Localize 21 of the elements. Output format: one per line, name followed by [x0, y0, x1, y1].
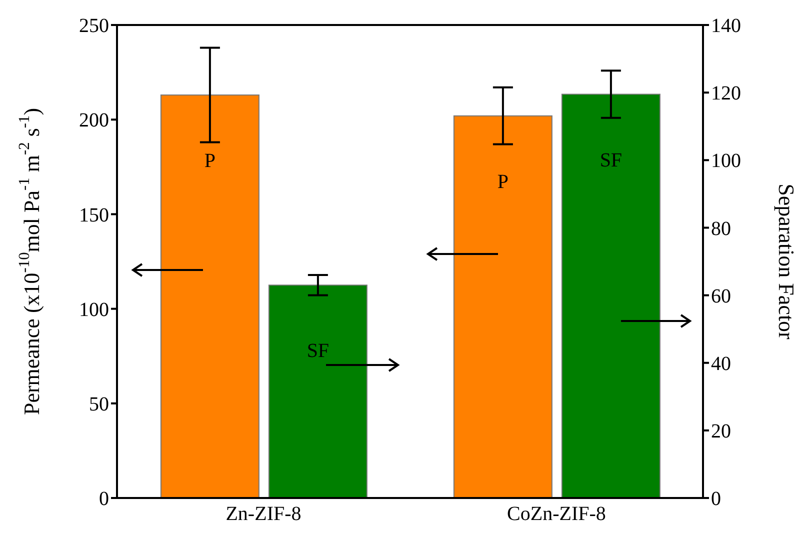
- y-tick-label: 0: [99, 488, 109, 510]
- y2-tick-label: 100: [711, 150, 741, 172]
- y2-tick-label: 140: [711, 15, 741, 38]
- y-tick-label: 200: [79, 110, 109, 132]
- series-label: SF: [306, 340, 330, 362]
- series-label: P: [204, 150, 216, 172]
- y2-axis-title: Separation Factor: [774, 184, 799, 340]
- y2-tick-label: 80: [711, 218, 731, 240]
- y-tick-label: 50: [89, 394, 109, 416]
- y2-tick-label: 40: [711, 352, 731, 375]
- y-tick-label: 100: [79, 298, 109, 321]
- y2-tick-label: 60: [711, 285, 731, 308]
- x-tick-label: Zn-ZIF-8: [226, 503, 302, 526]
- text: SF: [600, 149, 622, 172]
- y2-tick-label: 0: [711, 488, 721, 510]
- y-tick-label: 150: [79, 204, 109, 226]
- text: P: [497, 170, 509, 193]
- y2-tick-label: 120: [711, 82, 741, 105]
- y2-tick-label: 20: [711, 420, 731, 443]
- x-tick-label: CoZn-ZIF-8: [507, 503, 606, 526]
- y-tick-label: 250: [79, 15, 109, 38]
